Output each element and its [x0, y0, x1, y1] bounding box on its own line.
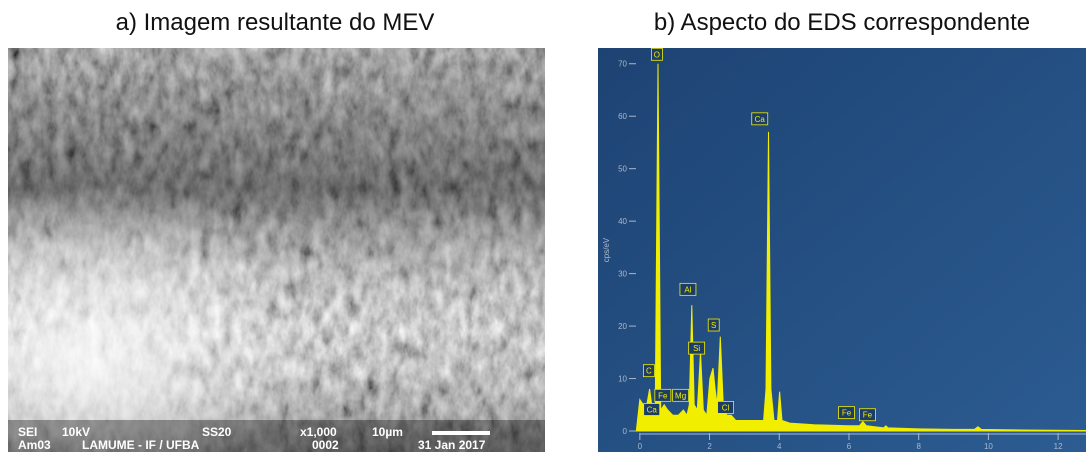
x-tick-label: 10	[984, 442, 993, 451]
info-text: 31 Jan 2017	[418, 438, 486, 452]
peak-label: Fe	[863, 411, 873, 420]
peak-label: Mg	[675, 391, 686, 400]
x-tick-label: 6	[847, 442, 852, 451]
info-text: SEI	[18, 425, 37, 439]
y-tick-label: 20	[618, 322, 627, 331]
y-tick-label: 0	[623, 427, 628, 436]
panel-a-title: a) Imagem resultante do MEV	[116, 9, 435, 36]
y-axis-label: cps/eV	[602, 237, 611, 262]
peak-label: Si	[693, 344, 700, 353]
x-tick-label: 12	[1054, 442, 1063, 451]
peak-label: Fe	[842, 409, 852, 418]
info-text: SS20	[202, 425, 232, 439]
x-tick-label: 4	[777, 442, 782, 451]
info-text: 10µm	[372, 425, 403, 439]
peak-label: Ca	[647, 406, 658, 415]
y-tick-label: 30	[618, 270, 627, 279]
x-tick-label: 8	[916, 442, 921, 451]
y-tick-label: 50	[618, 165, 627, 174]
y-tick-label: 70	[618, 60, 627, 69]
chart-title: b) Aspecto do EDS correspondente	[654, 9, 1030, 36]
peak-label: S	[711, 321, 716, 330]
peak-label: Fe	[658, 391, 668, 400]
info-text: LAMUME - IF / UFBA	[82, 438, 200, 452]
peak-label: Ca	[755, 115, 766, 124]
peak-label: Cl	[722, 403, 730, 412]
peak-label: C	[646, 367, 652, 376]
x-tick-label: 2	[707, 442, 712, 451]
sem-image	[8, 48, 545, 452]
info-text: Am03	[18, 438, 51, 452]
figure: a) Imagem resultante do MEV SEI 10kV SS20 x…	[0, 0, 1086, 452]
x-tick-label: 0	[638, 442, 643, 451]
info-text: x1,000	[300, 425, 337, 439]
info-text: 10kV	[62, 425, 90, 439]
y-tick-label: 10	[618, 375, 627, 384]
peak-label: O	[654, 50, 660, 59]
peak-label: Al	[684, 285, 691, 294]
y-tick-label: 60	[618, 112, 627, 121]
info-text: 0002	[312, 438, 339, 452]
y-tick-label: 40	[618, 217, 627, 226]
